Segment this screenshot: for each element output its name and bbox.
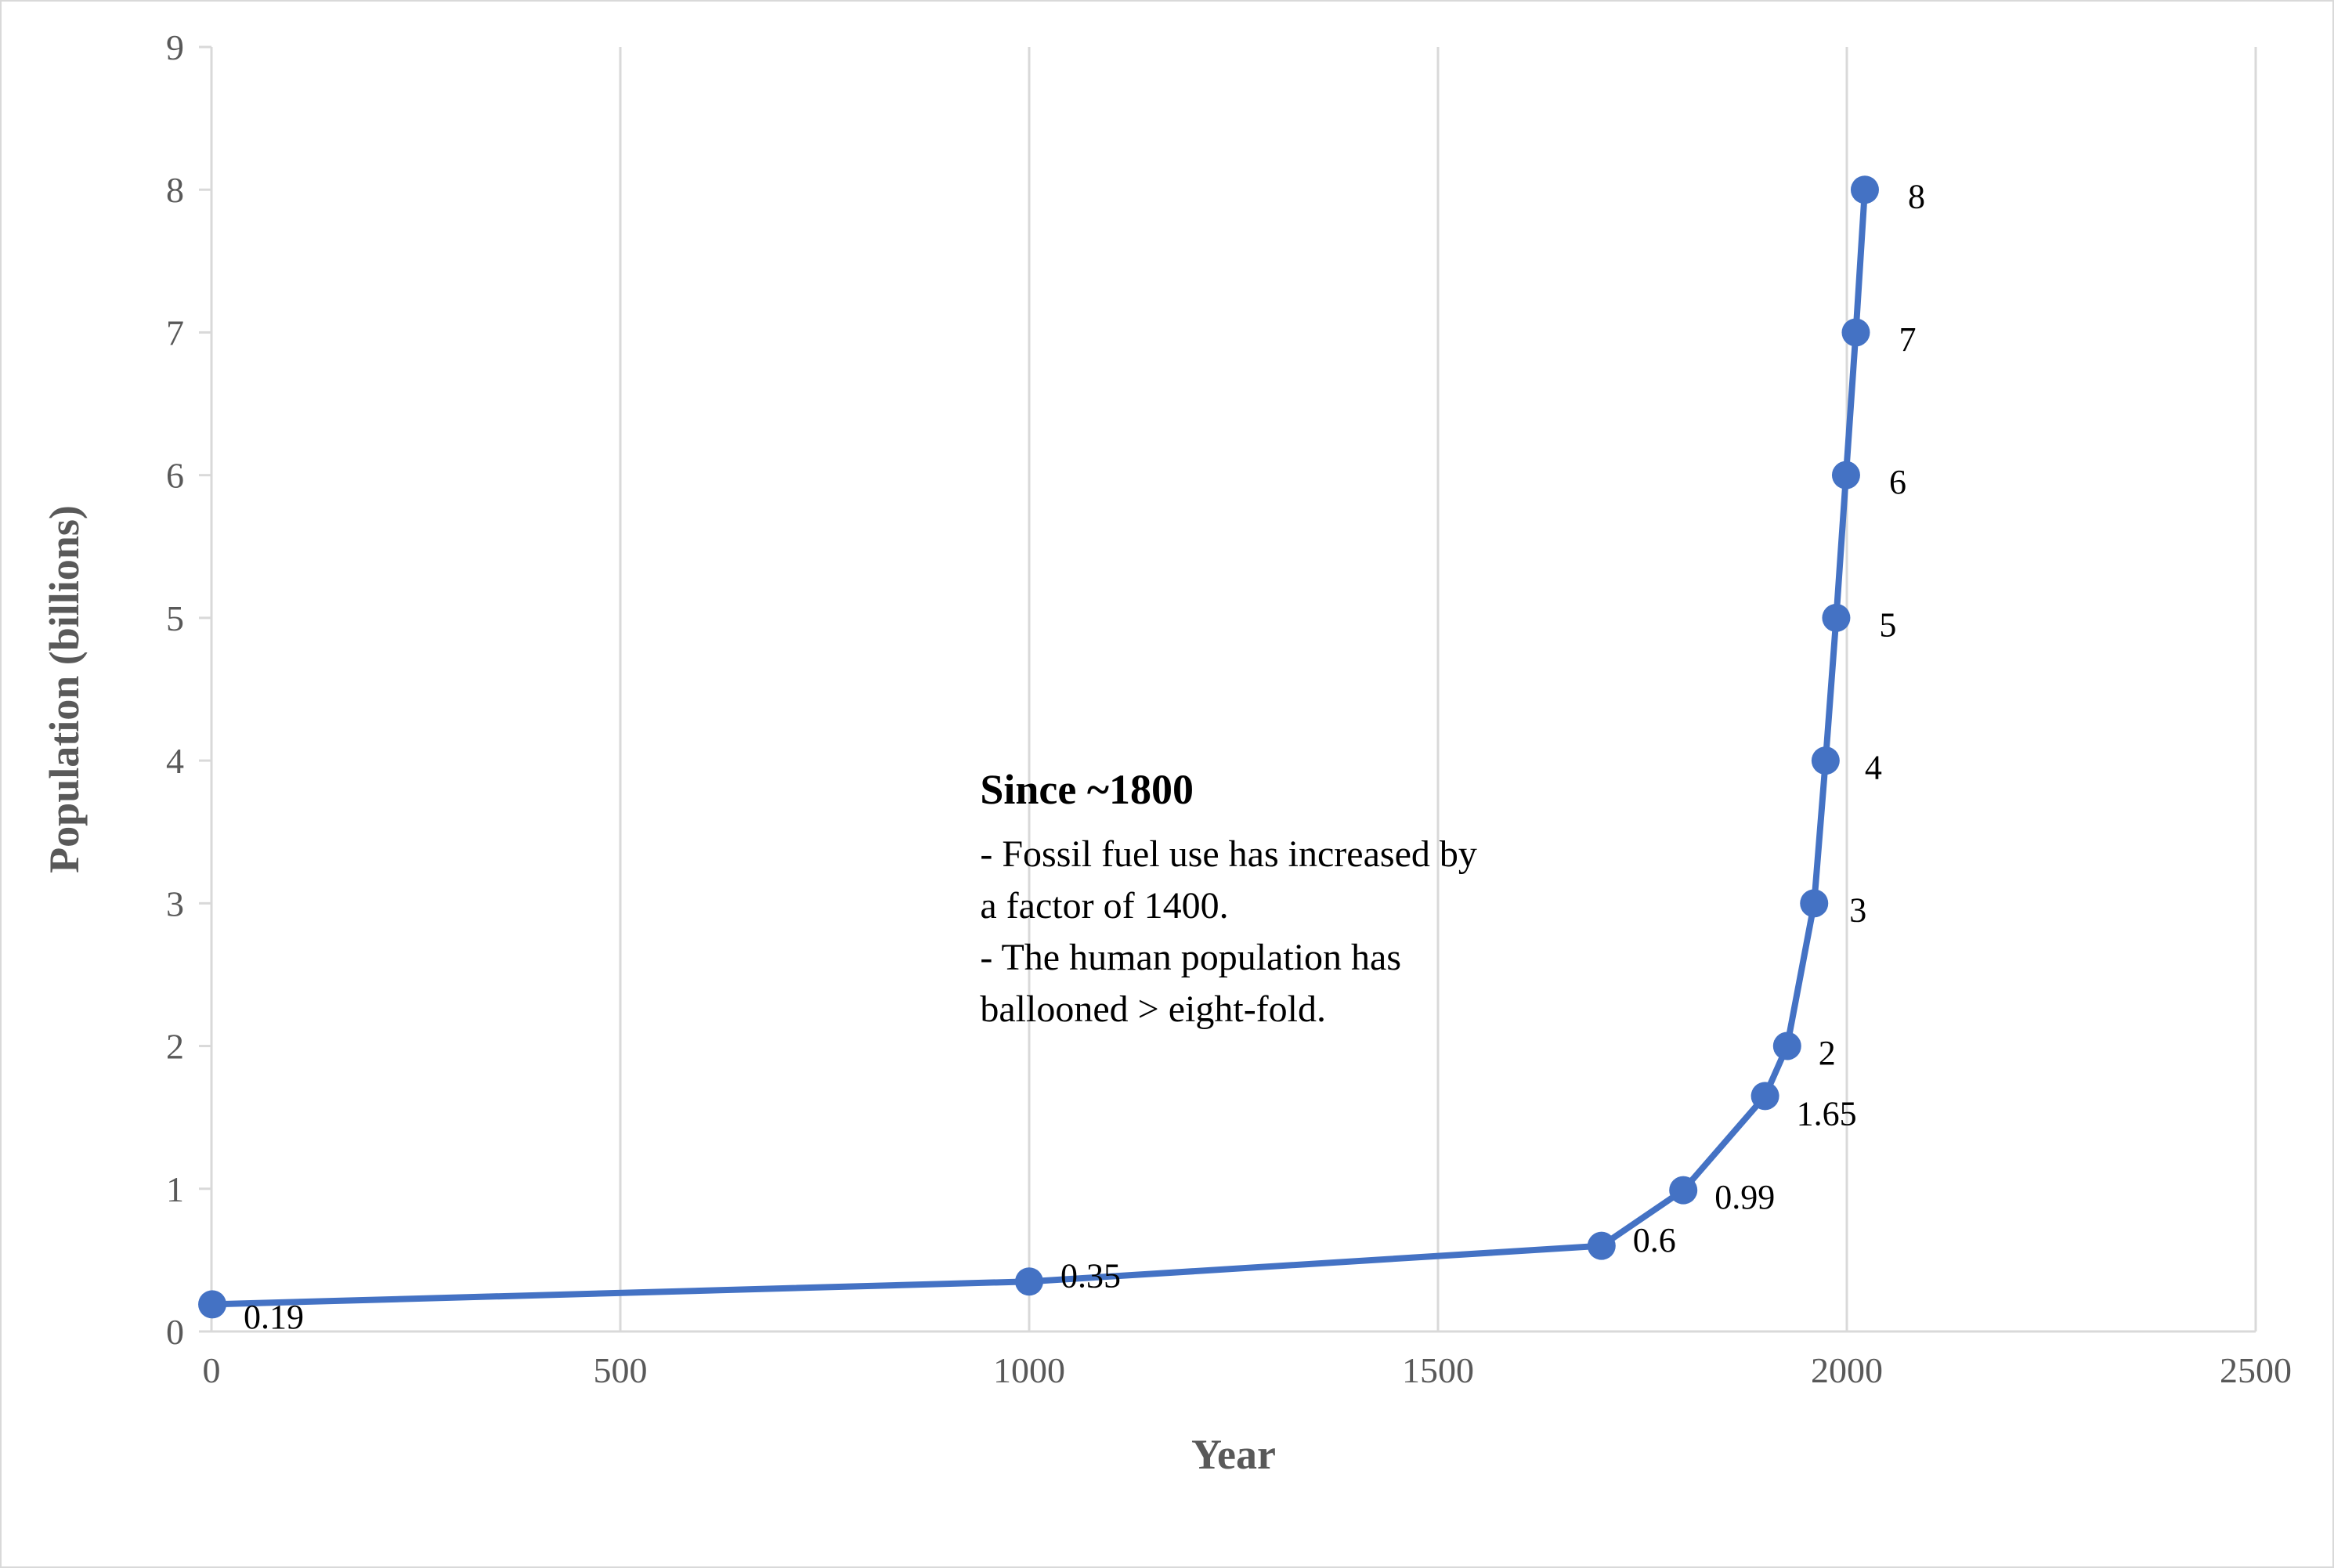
x-tick-label: 1500 [1402,1350,1474,1390]
series-marker [1015,1267,1043,1295]
x-tick-label: 0 [203,1350,221,1390]
y-tick-label: 4 [166,741,184,781]
annotation-line: - Fossil fuel use has increased by [980,833,1477,875]
y-tick-label: 2 [166,1027,184,1067]
y-tick-label: 6 [166,456,184,496]
x-tick-label: 2500 [2220,1350,2292,1390]
series-marker [1669,1176,1697,1205]
y-tick-label: 0 [166,1312,184,1352]
series-marker [1588,1232,1616,1260]
data-label: 1.65 [1797,1095,1857,1133]
x-axis-title: Year [1191,1431,1276,1478]
series-marker [1751,1082,1779,1110]
annotation-line: a factor of 1400. [980,885,1228,927]
data-label: 0.35 [1060,1257,1121,1295]
series-marker [1800,889,1828,917]
y-tick-label: 7 [166,313,184,352]
series-marker [1822,604,1850,632]
y-tick-label: 8 [166,170,184,210]
data-label: 0.6 [1633,1221,1676,1259]
y-tick-label: 9 [166,27,184,67]
x-tick-label: 1000 [993,1350,1065,1390]
data-label: 2 [1819,1034,1836,1072]
series-marker [1832,461,1860,490]
annotation-line: - The human population has [980,937,1401,978]
data-label: 0.19 [244,1298,304,1336]
chart-svg: 0 500 1000 1500 2000 2500 0 1 2 3 4 5 6 7 8 9 Year Popula… [0,0,2334,1568]
y-axis-title: Population (billions) [41,505,88,873]
series-marker [1812,746,1840,775]
y-tick-label: 1 [166,1169,184,1209]
annotation-title: Since ~1800 [980,766,1194,813]
series-marker [1851,175,1879,204]
data-label: 0.99 [1714,1178,1775,1216]
annotation-line: ballooned > eight-fold. [980,988,1326,1030]
data-label: 7 [1899,320,1916,359]
data-label: 3 [1849,891,1866,930]
data-label: 5 [1879,605,1896,644]
population-chart: 0 500 1000 1500 2000 2500 0 1 2 3 4 5 6 7 8 9 Year Popula… [0,0,2334,1568]
y-tick-label: 5 [166,598,184,638]
y-tick-label: 3 [166,883,184,923]
x-tick-label: 500 [594,1350,648,1390]
data-label: 8 [1908,178,1925,216]
data-label: 4 [1865,749,1882,787]
series-marker [1773,1032,1801,1060]
series-marker [1841,318,1870,346]
series-line [212,190,1865,1304]
series-marker [198,1290,226,1318]
data-label: 6 [1889,463,1906,501]
x-tick-label: 2000 [1811,1350,1883,1390]
